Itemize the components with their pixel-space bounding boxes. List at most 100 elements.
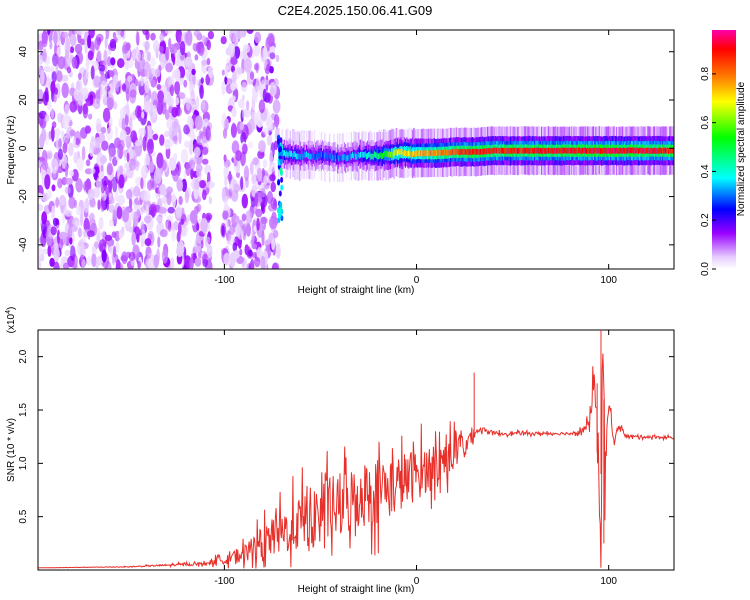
noise-cell xyxy=(89,138,98,150)
ridge-cell xyxy=(446,149,449,156)
noise-cell xyxy=(224,75,228,85)
ridge-cell xyxy=(459,149,461,155)
noise-cell xyxy=(171,106,178,118)
noise-cell xyxy=(40,69,45,86)
noise-cell xyxy=(90,168,96,175)
ridge-cell xyxy=(652,148,655,154)
ridge-cell xyxy=(357,152,360,158)
noise-cell xyxy=(102,107,111,123)
noise-cell xyxy=(171,228,176,242)
ridge-cell xyxy=(586,148,588,154)
noise-cell xyxy=(164,30,173,34)
noise-cell xyxy=(87,50,94,61)
ridge-edge-cell xyxy=(278,190,282,197)
ridge-cell xyxy=(520,147,522,154)
noise-cell xyxy=(100,196,105,212)
noise-cell xyxy=(181,178,187,192)
ridge-cell xyxy=(460,149,462,155)
ridge-cell xyxy=(497,147,499,154)
noise-cell xyxy=(245,210,253,225)
ridge-cell xyxy=(443,149,445,156)
ridge-cell xyxy=(512,147,514,154)
noise-cell xyxy=(152,40,160,53)
noise-cell xyxy=(175,59,181,67)
noise-cell xyxy=(266,64,270,72)
noise-cell xyxy=(194,236,202,253)
ridge-cell xyxy=(523,147,526,154)
ridge-cell xyxy=(372,153,375,160)
noise-cell xyxy=(140,221,145,234)
ridge-cell xyxy=(521,147,523,154)
noise-cell xyxy=(100,182,105,194)
ridge-cell xyxy=(611,148,613,154)
ridge-cell xyxy=(340,156,342,162)
ridge-cell xyxy=(488,148,490,154)
noise-cell xyxy=(254,192,259,207)
noise-cell xyxy=(207,30,214,40)
noise-cell xyxy=(191,68,196,76)
noise-cell xyxy=(251,229,255,244)
ridge-cell xyxy=(409,151,412,158)
noise-cell xyxy=(221,80,226,96)
ridge-cell xyxy=(406,150,408,157)
noise-cell xyxy=(256,217,260,231)
noise-cell xyxy=(253,63,259,71)
noise-cell xyxy=(105,186,110,196)
noise-cell xyxy=(53,246,60,262)
ridge-cell xyxy=(538,147,541,154)
noise-cell xyxy=(46,189,52,200)
ridge-cell xyxy=(421,150,423,157)
ridge-cell xyxy=(610,148,612,154)
noise-cell xyxy=(263,175,269,185)
noise-cell xyxy=(111,231,117,238)
noise-cell xyxy=(222,128,228,139)
ridge-cell xyxy=(316,154,318,160)
ridge-cell xyxy=(554,147,557,154)
noise-cell xyxy=(270,124,274,133)
noise-cell xyxy=(107,56,112,67)
noise-cell xyxy=(238,219,243,226)
noise-cell xyxy=(170,257,175,269)
noise-cell xyxy=(144,80,150,94)
ridge-cell xyxy=(348,153,351,160)
noise-cell xyxy=(160,84,167,93)
noise-cell xyxy=(245,223,251,237)
ridge-cell xyxy=(364,151,367,158)
ridge-cell xyxy=(594,147,596,154)
ridge-cell xyxy=(333,155,336,162)
ridge-cell xyxy=(592,147,595,154)
ridge-cell xyxy=(476,148,479,155)
noise-cell xyxy=(54,128,61,137)
spectrogram-axes: -100 0 100 -40 -20 0 20 40 xyxy=(18,30,674,286)
noise-cell xyxy=(223,154,227,162)
noise-cell xyxy=(55,197,60,208)
noise-cell xyxy=(251,174,257,185)
noise-cell xyxy=(125,88,130,102)
noise-cell xyxy=(172,118,180,134)
ridge-cell xyxy=(528,148,530,154)
noise-cell xyxy=(38,203,44,212)
noise-cell xyxy=(230,57,238,65)
ridge-cell xyxy=(423,150,425,157)
ridge-cell xyxy=(361,151,363,158)
noise-cell xyxy=(183,124,191,135)
noise-cell xyxy=(229,177,237,194)
noise-cell xyxy=(87,34,92,49)
y-tick-label: 40 xyxy=(18,46,29,58)
noise-cell xyxy=(152,104,157,118)
noise-cell xyxy=(135,30,140,45)
noise-cell xyxy=(226,78,233,85)
ridge-cell xyxy=(568,147,571,154)
noise-cell xyxy=(236,67,245,75)
noise-cell xyxy=(47,245,52,257)
ridge-cell xyxy=(422,150,424,157)
ridge-cell xyxy=(468,149,470,156)
ridge-cell xyxy=(285,151,287,158)
noise-cell xyxy=(272,99,281,114)
noise-cell xyxy=(105,127,113,141)
noise-cell xyxy=(67,226,73,239)
ridge-cell xyxy=(353,153,355,160)
ridge-cell xyxy=(428,150,430,157)
ridge-cell xyxy=(572,147,574,154)
noise-cell xyxy=(157,90,165,103)
